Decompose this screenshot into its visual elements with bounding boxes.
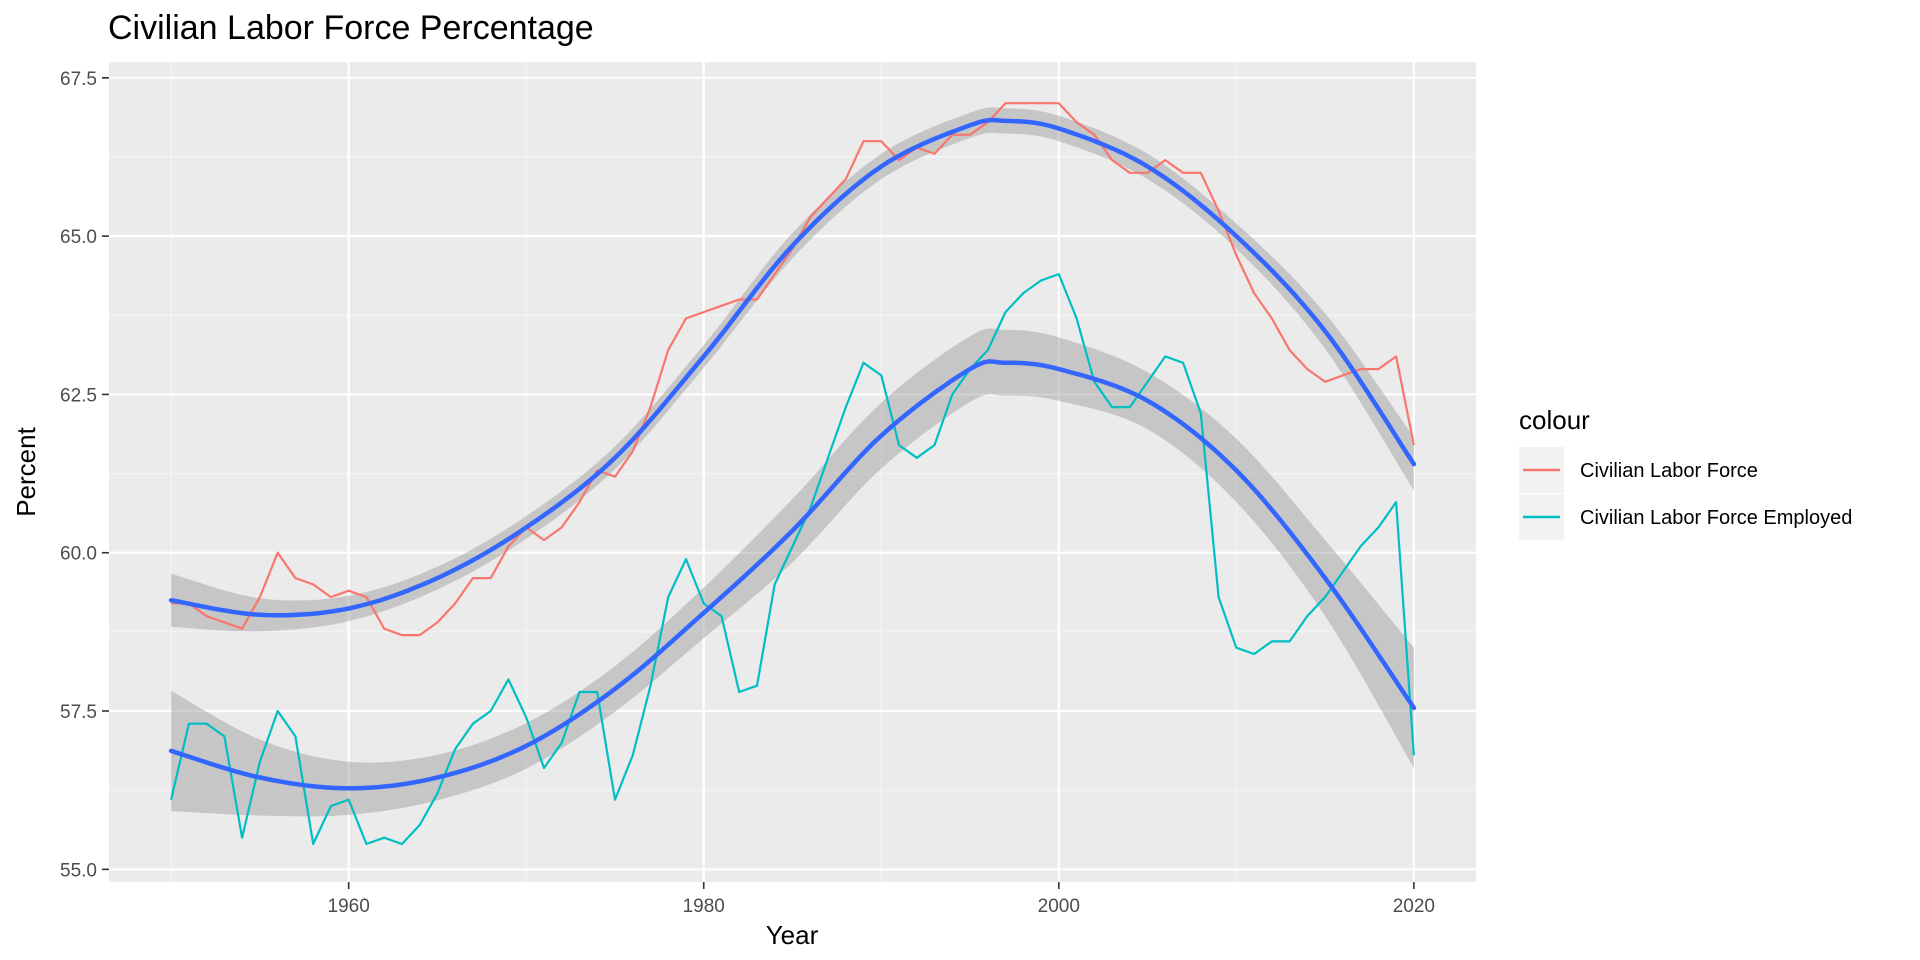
y-tick-label: 55.0 — [60, 860, 97, 881]
y-tick-label: 57.5 — [60, 702, 97, 723]
x-tick-label: 2000 — [1038, 896, 1080, 917]
legend: colour Civilian Labor Force Civilian Labo… — [1519, 405, 1852, 540]
legend-label: Civilian Labor Force Employed — [1580, 507, 1852, 529]
x-axis-title: Year — [766, 920, 819, 950]
chart-title: Civilian Labor Force Percentage — [108, 9, 594, 47]
y-tick-label: 67.5 — [60, 69, 97, 90]
y-axis: 55.0 57.5 60.0 62.5 65.0 67.5 — [60, 69, 109, 881]
y-tick-label: 65.0 — [60, 227, 97, 248]
legend-title: colour — [1519, 405, 1590, 435]
x-tick-label: 1960 — [328, 896, 370, 917]
smooth-lines — [168, 117, 1417, 791]
x-tick-label: 2020 — [1393, 896, 1435, 917]
y-axis-title: Percent — [11, 426, 41, 516]
x-tick-label: 1980 — [683, 896, 725, 917]
smooth-line-civilian-labor-force-employed — [168, 359, 1417, 791]
y-tick-label: 62.5 — [60, 385, 97, 406]
confidence-ribbons — [171, 107, 1414, 817]
smooth-line-civilian-labor-force — [168, 117, 1417, 618]
ribbon-civilian-labor-force-employed — [171, 328, 1414, 817]
y-tick-label: 60.0 — [60, 544, 97, 565]
legend-label: Civilian Labor Force — [1580, 460, 1758, 482]
x-axis: 1960 1980 2000 2020 — [328, 882, 1435, 917]
grid-major — [109, 62, 1476, 882]
plot-panel — [109, 62, 1476, 882]
grid-minor — [109, 62, 1476, 882]
series-line-civilian-labor-force-employed — [170, 273, 1415, 846]
